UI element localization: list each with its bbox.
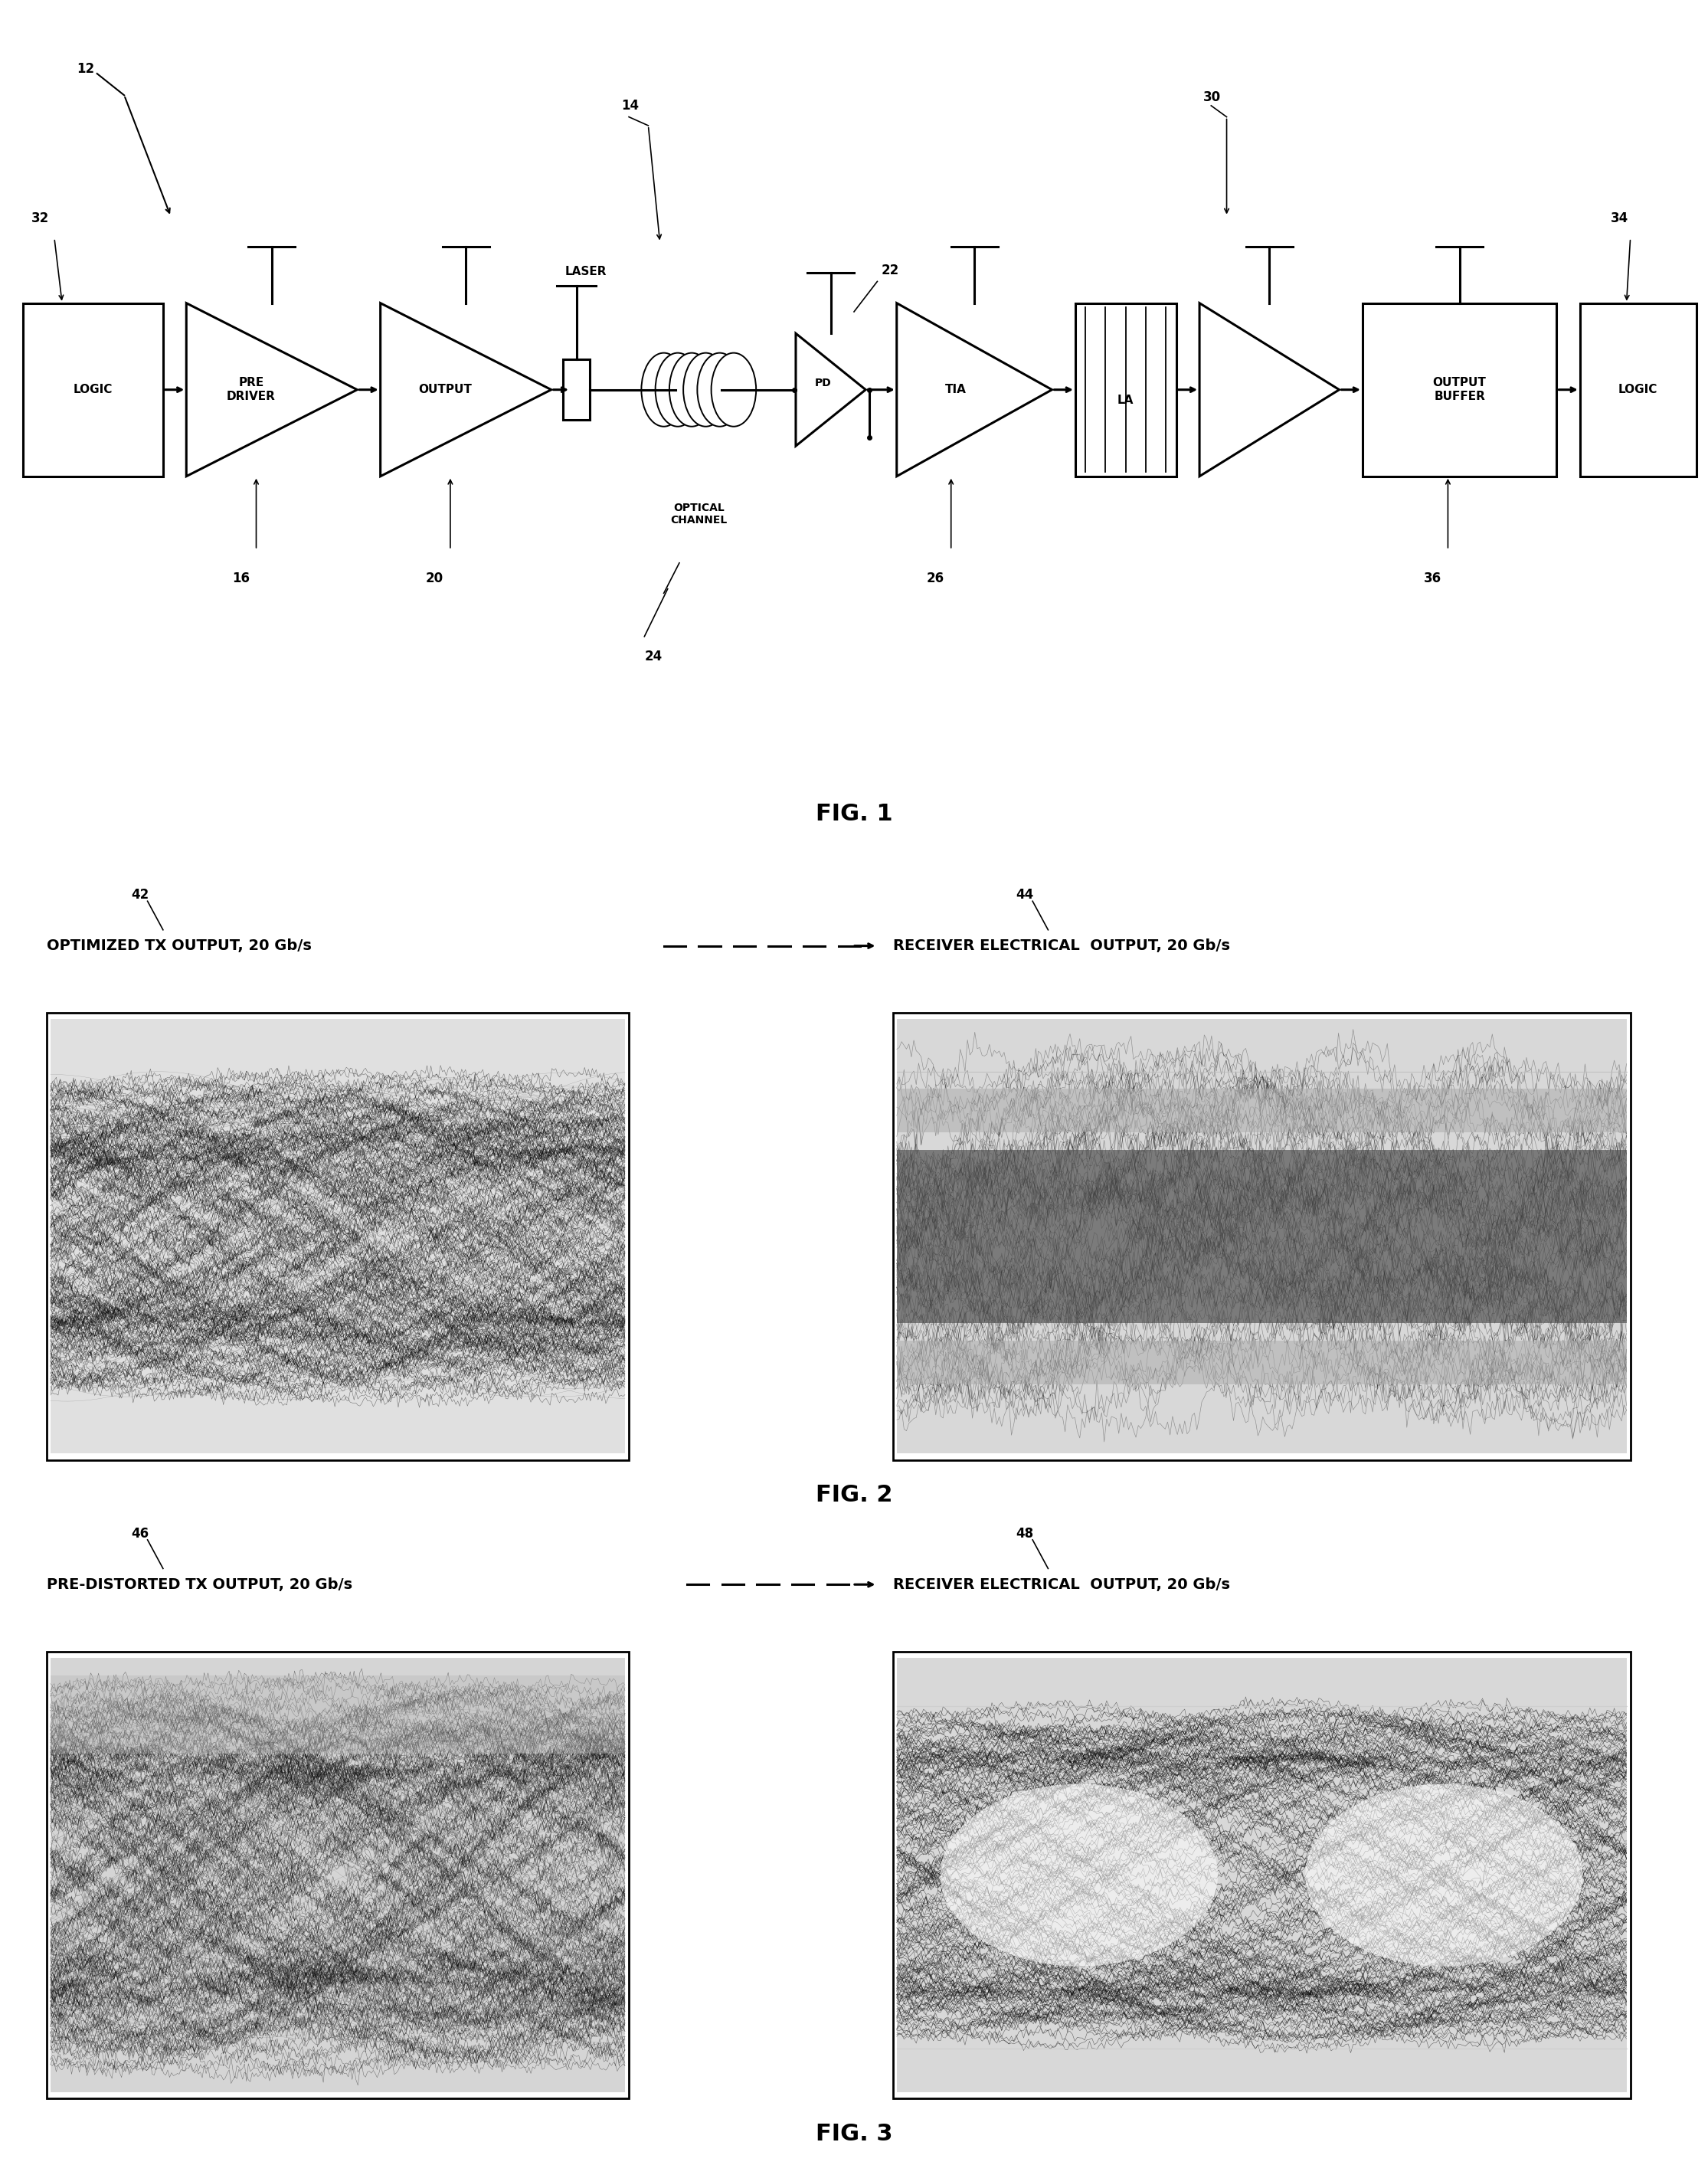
Text: LASER: LASER [565,266,606,277]
Ellipse shape [656,353,700,427]
Ellipse shape [1305,1784,1583,1966]
Bar [51,1020,625,1453]
Text: OUTPUT: OUTPUT [418,383,471,396]
Text: 22: 22 [881,264,898,277]
Polygon shape [381,303,552,476]
Text: 44: 44 [1016,888,1033,901]
Text: FIG. 1: FIG. 1 [815,803,893,825]
Text: PD: PD [815,377,832,388]
Text: LA: LA [1117,394,1134,405]
Text: 14: 14 [622,100,639,113]
Ellipse shape [683,353,728,427]
Bar [1076,303,1177,476]
Polygon shape [796,333,866,446]
Text: 48: 48 [1016,1526,1033,1539]
Bar [1580,303,1696,476]
Text: FIG. 2: FIG. 2 [815,1483,893,1507]
Bar [897,1340,1626,1383]
Text: RECEIVER ELECTRICAL  OUTPUT, 20 Gb/s: RECEIVER ELECTRICAL OUTPUT, 20 Gb/s [893,1578,1230,1591]
Bar [897,1150,1626,1323]
Bar [897,1658,1626,2091]
Text: 34: 34 [1611,212,1629,225]
Polygon shape [1199,303,1339,476]
Ellipse shape [670,353,714,427]
Bar [564,359,589,420]
Text: 30: 30 [1204,91,1221,104]
Text: LOGIC: LOGIC [73,383,113,396]
Bar [24,303,162,476]
Bar [893,1652,1631,2098]
Bar [893,1013,1631,1459]
Bar [46,1652,629,2098]
Text: RECEIVER ELECTRICAL  OUTPUT, 20 Gb/s: RECEIVER ELECTRICAL OUTPUT, 20 Gb/s [893,940,1230,953]
Text: 24: 24 [644,650,663,662]
Ellipse shape [941,1784,1218,1966]
Bar [46,1013,629,1459]
Text: 36: 36 [1423,572,1442,585]
Text: 46: 46 [132,1526,149,1539]
Text: PRE
DRIVER: PRE DRIVER [227,377,275,403]
Ellipse shape [642,353,687,427]
Polygon shape [897,303,1052,476]
Text: LOGIC: LOGIC [1619,383,1658,396]
Ellipse shape [711,353,757,427]
Bar [897,1020,1626,1453]
Bar [51,1676,625,1754]
Text: 20: 20 [425,572,444,585]
Text: FIG. 3: FIG. 3 [815,2122,893,2146]
Text: OPTIMIZED TX OUTPUT, 20 Gb/s: OPTIMIZED TX OUTPUT, 20 Gb/s [46,940,311,953]
Text: OUTPUT
BUFFER: OUTPUT BUFFER [1433,377,1486,403]
Polygon shape [186,303,357,476]
Bar [51,1658,625,2091]
Text: 26: 26 [927,572,945,585]
Text: PRE-DISTORTED TX OUTPUT, 20 Gb/s: PRE-DISTORTED TX OUTPUT, 20 Gb/s [46,1578,352,1591]
Text: 12: 12 [77,63,94,76]
Text: OPTICAL
CHANNEL: OPTICAL CHANNEL [670,502,728,526]
Text: 32: 32 [31,212,50,225]
Bar [1363,303,1556,476]
Ellipse shape [697,353,741,427]
Text: 42: 42 [132,888,149,901]
Text: 16: 16 [232,572,249,585]
Bar [897,1089,1626,1132]
Text: TIA: TIA [945,383,967,396]
